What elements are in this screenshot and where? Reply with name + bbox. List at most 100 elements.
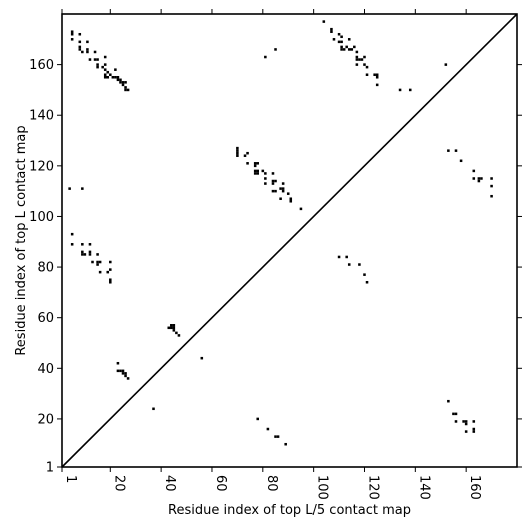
contact-point <box>121 372 125 375</box>
contact-point <box>253 169 257 173</box>
y-tick-label: 160 <box>29 58 54 73</box>
contact-point <box>355 55 359 59</box>
contact-point <box>88 250 92 254</box>
contact-point <box>172 326 176 330</box>
contact-point <box>261 169 265 173</box>
contact-point <box>116 361 120 365</box>
contact-point <box>81 253 84 256</box>
contact-point <box>116 76 120 79</box>
diagonal-line <box>61 13 518 468</box>
contact-point <box>98 260 102 264</box>
contact-point <box>490 194 493 198</box>
contact-point <box>365 280 369 284</box>
contact-point <box>375 73 379 77</box>
contact-point <box>200 356 204 360</box>
contact-point <box>253 164 257 168</box>
contact-point <box>353 45 356 49</box>
contact-point <box>347 263 351 266</box>
y-axis-title: Residue index of top L contact map <box>14 125 29 355</box>
contact-point <box>337 40 341 44</box>
contact-point <box>264 182 267 185</box>
contact-point <box>271 182 275 185</box>
contact-point <box>490 184 493 188</box>
x-tick-label: 100 <box>315 475 330 500</box>
contact-point <box>264 177 267 180</box>
contact-point <box>91 260 94 264</box>
contact-point <box>86 48 89 51</box>
contact-point <box>119 369 122 373</box>
contact-point <box>70 30 74 33</box>
contact-point <box>281 182 285 185</box>
contact-point <box>274 435 277 438</box>
contact-point <box>464 430 468 433</box>
contact-point <box>98 270 102 274</box>
x-tick-label: 1 <box>63 475 78 483</box>
contact-point <box>256 417 259 421</box>
contact-point <box>114 76 117 79</box>
contact-point <box>236 154 239 157</box>
y-tick-label: 20 <box>37 412 54 427</box>
contact-point <box>96 253 99 256</box>
contact-point <box>96 58 99 61</box>
contact-point <box>345 255 348 259</box>
contact-point <box>78 40 82 44</box>
contact-point <box>96 63 99 66</box>
contact-point <box>170 324 173 327</box>
contact-point <box>454 420 458 423</box>
contact-point <box>363 63 366 66</box>
contact-point <box>256 169 259 173</box>
y-tick-label: 40 <box>37 362 54 377</box>
contact-point <box>289 197 293 201</box>
contact-point <box>284 442 287 446</box>
contact-point <box>116 78 120 82</box>
contact-point <box>172 329 176 332</box>
contact-point <box>88 243 92 246</box>
contact-point <box>363 55 366 59</box>
contact-point <box>271 189 275 193</box>
contact-point <box>236 146 239 150</box>
contact-point <box>106 270 110 274</box>
contact-point <box>93 58 97 61</box>
contact-point <box>271 179 275 183</box>
contact-point <box>96 263 99 266</box>
y-tick-label: 120 <box>29 159 54 174</box>
contact-point <box>264 55 267 59</box>
contact-point <box>464 420 468 423</box>
contact-point <box>83 253 87 256</box>
contact-point <box>78 48 82 51</box>
contact-point <box>109 260 112 264</box>
contact-point <box>375 76 379 79</box>
x-tick-label: 140 <box>416 475 431 500</box>
contact-point <box>447 149 450 152</box>
contact-point <box>444 63 448 66</box>
contact-point <box>365 73 369 77</box>
contact-point <box>347 48 351 51</box>
contact-point <box>454 149 458 152</box>
contact-point <box>281 187 285 190</box>
contact-point <box>68 187 71 190</box>
contact-point <box>114 68 117 71</box>
contact-point <box>365 65 369 69</box>
contact-point <box>490 177 493 180</box>
x-axis-title: Residue index of top L/5 contact map <box>168 503 411 518</box>
contact-point <box>332 38 336 41</box>
contact-point <box>266 427 270 431</box>
y-tick-label: 100 <box>29 210 54 225</box>
contact-point <box>109 280 112 284</box>
contact-point <box>340 48 343 51</box>
x-tick-label: 40 <box>162 475 177 492</box>
contact-point <box>360 58 364 61</box>
contact-point <box>337 32 341 36</box>
contact-point <box>330 27 333 31</box>
contact-point <box>472 427 476 431</box>
x-axis: 1 20 40 60 80 100 120 140 160 <box>61 9 482 500</box>
points-layer <box>68 20 493 446</box>
x-tick-label: 160 <box>467 475 482 500</box>
contact-point <box>96 260 99 264</box>
x-tick-label: 120 <box>365 475 380 500</box>
contact-point <box>342 48 346 51</box>
y-tick-label: 140 <box>29 109 54 124</box>
contact-point <box>109 73 112 77</box>
contact-point <box>124 81 127 84</box>
contact-point <box>253 172 257 175</box>
